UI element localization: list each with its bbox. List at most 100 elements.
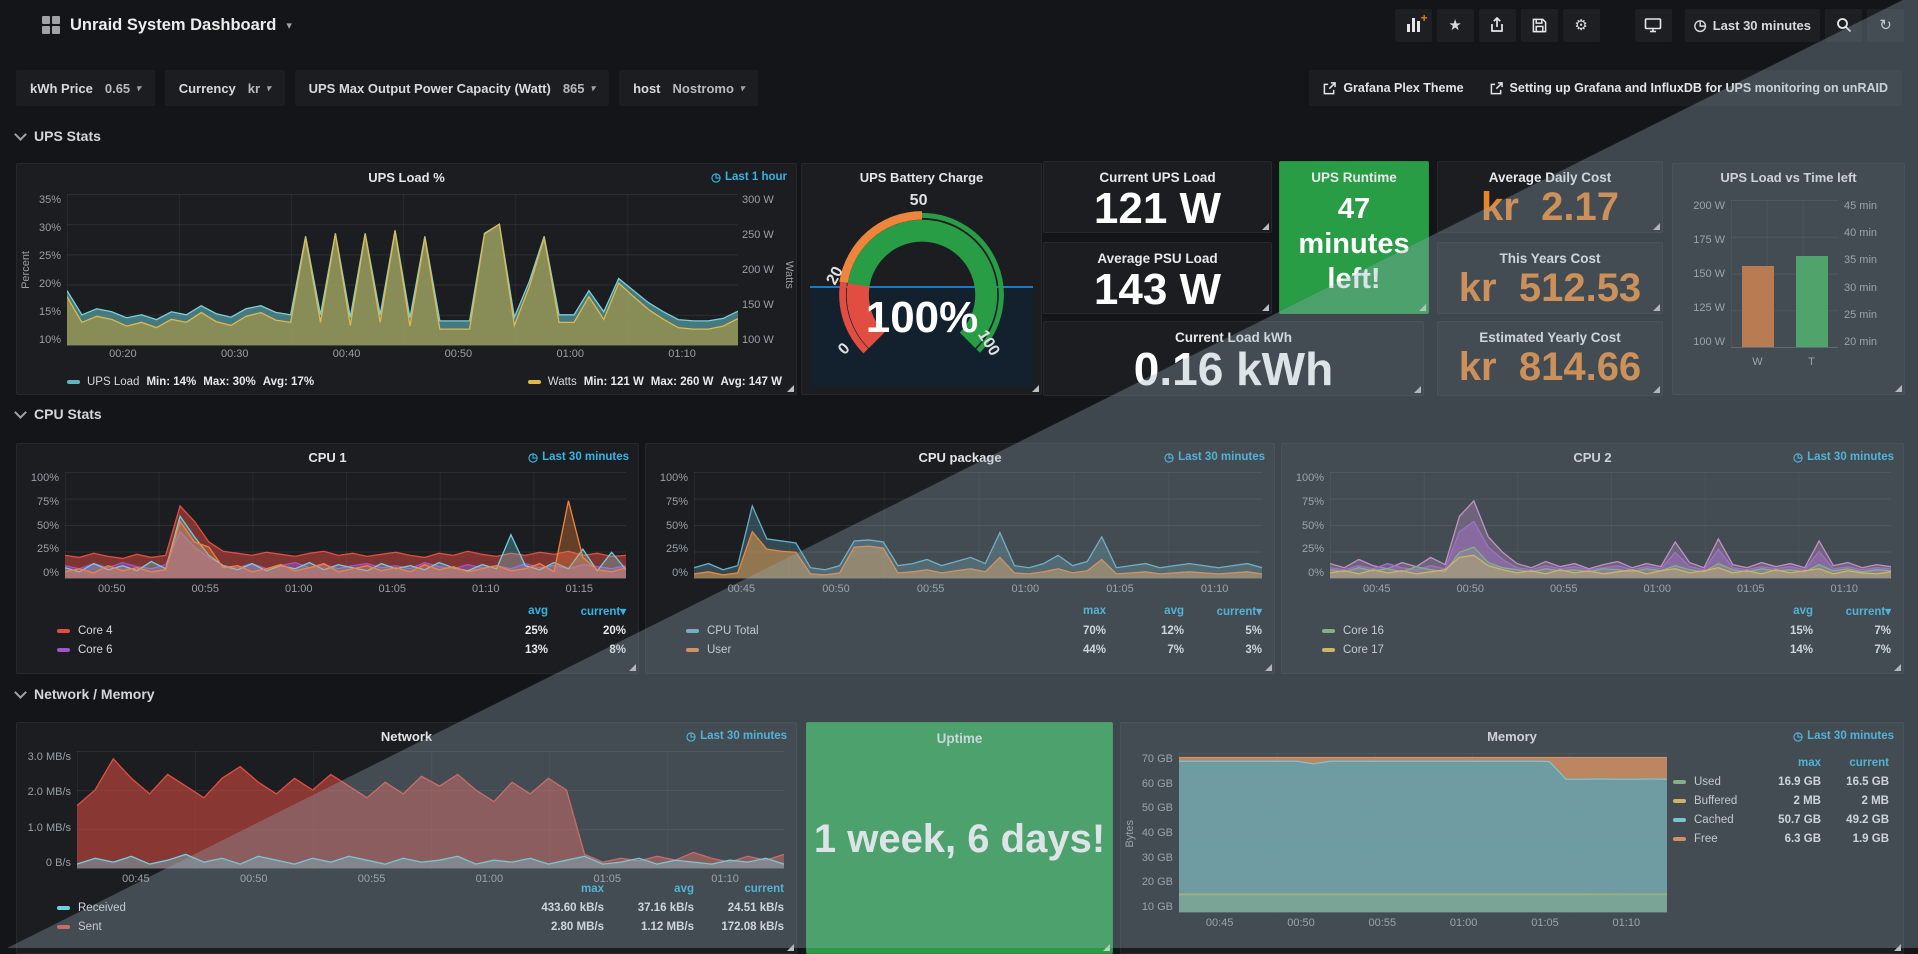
panel-resize-handle[interactable] <box>1653 304 1660 311</box>
zoom-out-button[interactable] <box>1825 9 1862 42</box>
axis-tick: 25 min <box>1844 309 1877 321</box>
panel-resize-handle[interactable] <box>629 664 636 671</box>
panel-time-range[interactable]: ◷Last 30 minutes <box>528 450 629 464</box>
panel-resize-handle[interactable] <box>1894 664 1901 671</box>
tv-mode-button[interactable] <box>1635 9 1672 42</box>
section-cpu-stats[interactable]: CPU Stats <box>16 406 102 422</box>
legend-sort-header[interactable]: current <box>1825 757 1889 769</box>
panel-title[interactable]: Memory <box>1121 723 1903 744</box>
legend-series-label[interactable]: Core 17 <box>1322 644 1735 656</box>
panel-resize-handle[interactable] <box>1895 385 1902 392</box>
legend-sort-header[interactable]: avg <box>608 883 694 895</box>
panel-time-range[interactable]: ◷Last 30 minutes <box>1793 450 1894 464</box>
panel-resize-handle[interactable] <box>1265 664 1272 671</box>
legend-sort-header[interactable]: current▾ <box>552 604 626 618</box>
legend-series-label[interactable]: Received <box>57 902 514 914</box>
legend-sort-header[interactable]: avg <box>1739 605 1813 617</box>
variable-value-dropdown[interactable]: kr▾ <box>248 81 271 96</box>
panel-resize-handle[interactable] <box>787 385 794 392</box>
legend-series-label[interactable]: Free <box>1673 833 1753 845</box>
legend-series-label[interactable]: CPU Total <box>686 625 1028 637</box>
battery-gauge[interactable]: 0 20 50 100 100% <box>816 190 1028 381</box>
variable-value-dropdown[interactable]: Nostromo▾ <box>673 81 745 96</box>
panel-title[interactable]: UPS Runtime <box>1280 162 1428 185</box>
variable-value-dropdown[interactable]: 865▾ <box>563 81 595 96</box>
legend-sort-header[interactable]: max <box>518 883 604 895</box>
chart-plot-area[interactable] <box>77 751 784 869</box>
panel-title[interactable]: This Years Cost <box>1438 243 1662 266</box>
dashboard-grid-icon[interactable] <box>42 16 60 34</box>
panel-resize-handle[interactable] <box>1653 386 1660 393</box>
legend-sort-header[interactable]: max <box>1757 757 1821 769</box>
legend-sort-header[interactable]: avg <box>1110 605 1184 617</box>
panel-resize-handle[interactable] <box>1262 223 1269 230</box>
chart-plot-area[interactable] <box>65 472 626 579</box>
panel-title[interactable]: Average Daily Cost <box>1438 162 1662 185</box>
panel-title[interactable]: Current UPS Load <box>1044 162 1271 185</box>
axis-tick: 01:15 <box>565 583 593 599</box>
legend-sort-header[interactable]: avg <box>474 605 548 617</box>
panel-title[interactable]: UPS Battery Charge <box>802 164 1041 185</box>
panel-resize-handle[interactable] <box>1262 304 1269 311</box>
chevron-down-icon[interactable]: ▾ <box>286 19 292 32</box>
dashboard-settings-button[interactable]: ⚙ <box>1563 9 1600 42</box>
variable-value-dropdown[interactable]: 0.65▾ <box>105 81 141 96</box>
axis-tick: 00:40 <box>333 348 361 364</box>
legend-series-label[interactable]: Sent <box>57 921 514 933</box>
panel-time-range[interactable]: ◷Last 30 minutes <box>1793 729 1894 743</box>
bar-T[interactable] <box>1796 256 1828 347</box>
legend-series-label[interactable]: User <box>686 644 1028 656</box>
share-dashboard-button[interactable] <box>1479 9 1516 42</box>
legend-series-label[interactable]: Core 6 <box>57 644 470 656</box>
axis-tick: 0 B/s <box>46 857 71 869</box>
panel-title[interactable]: Current Load kWh <box>1044 322 1423 345</box>
add-panel-icon: + <box>1407 18 1420 32</box>
legend-series-label[interactable]: Cached <box>1673 814 1753 826</box>
legend-series-name[interactable]: UPS Load <box>87 376 139 388</box>
axis-tick: 00:50 <box>1287 917 1315 933</box>
panel-title[interactable]: Uptime <box>807 723 1112 746</box>
legend-sort-header[interactable]: current <box>698 883 784 895</box>
link-grafana-plex-theme[interactable]: Grafana Plex Theme <box>1323 81 1463 95</box>
legend-series-name[interactable]: Watts <box>548 376 577 388</box>
section-ups-stats[interactable]: UPS Stats <box>16 128 101 144</box>
add-panel-button[interactable]: + <box>1395 9 1432 42</box>
panel-title[interactable]: Network <box>17 723 796 744</box>
panel-resize-handle[interactable] <box>1653 223 1660 230</box>
chart-plot-area[interactable] <box>1179 753 1667 913</box>
bar-W[interactable] <box>1742 266 1774 347</box>
save-dashboard-button[interactable] <box>1521 9 1558 42</box>
panel-title[interactable]: UPS Load vs Time left <box>1673 164 1904 185</box>
panel-resize-handle[interactable] <box>1414 386 1421 393</box>
legend-sort-header[interactable]: max <box>1032 605 1106 617</box>
dashboard-title[interactable]: Unraid System Dashboard <box>70 16 276 35</box>
bar-plot-area[interactable] <box>1731 200 1838 348</box>
panel-title[interactable]: UPS Load % <box>17 164 796 185</box>
chart-plot-area[interactable] <box>1330 472 1891 579</box>
panel-time-range[interactable]: ◷Last 30 minutes <box>1164 450 1265 464</box>
legend-series-label[interactable]: Core 16 <box>1322 625 1735 637</box>
chart-plot-area[interactable] <box>67 194 738 346</box>
panel-time-range[interactable]: ◷Last 1 hour <box>711 170 787 184</box>
link-grafana-influxdb-guide[interactable]: Setting up Grafana and InfluxDB for UPS … <box>1490 81 1888 95</box>
panel-title[interactable]: Estimated Yearly Cost <box>1438 322 1662 345</box>
legend-sort-header[interactable]: current▾ <box>1817 604 1891 618</box>
legend-stat: Avg: 147 W <box>720 376 782 388</box>
panel-title[interactable]: Average PSU Load <box>1044 243 1271 266</box>
refresh-button[interactable]: ↻ <box>1867 9 1904 42</box>
panel-time-range[interactable]: ◷Last 30 minutes <box>686 729 787 743</box>
star-dashboard-button[interactable]: ★ <box>1437 9 1474 42</box>
panel-resize-handle[interactable] <box>1419 304 1426 311</box>
legend-sort-header[interactable]: current▾ <box>1188 604 1262 618</box>
panel-resize-handle[interactable] <box>1032 385 1039 392</box>
legend-series-label[interactable]: Used <box>1673 776 1753 788</box>
chart-plot-area[interactable] <box>694 472 1262 579</box>
time-range-picker[interactable]: ◷ Last 30 minutes <box>1685 9 1820 42</box>
legend-series-label[interactable]: Buffered <box>1673 795 1753 807</box>
legend-series-label[interactable]: Core 4 <box>57 625 470 637</box>
legend-color-swatch <box>1673 818 1686 822</box>
section-network-memory[interactable]: Network / Memory <box>16 686 155 702</box>
